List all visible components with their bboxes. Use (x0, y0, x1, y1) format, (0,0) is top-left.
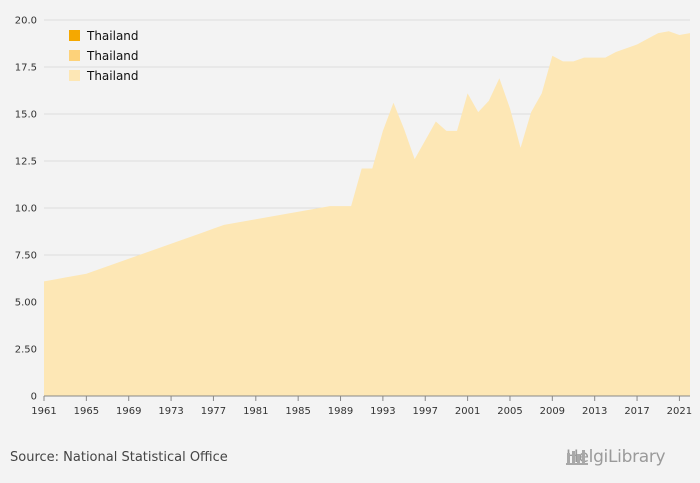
x-tick-label: 1981 (243, 406, 268, 417)
x-tick-label: 1973 (158, 406, 183, 417)
x-tick-label: 1965 (74, 406, 99, 417)
series-area-thailand (44, 31, 690, 397)
x-tick-label: 1989 (328, 406, 353, 417)
source-note: Source: National Statistical Office (10, 450, 228, 465)
x-tick-label: 1997 (413, 406, 438, 417)
y-tick-label: 10.0 (15, 204, 37, 215)
y-tick-label: 0 (31, 392, 37, 403)
x-tick-label: 2017 (624, 406, 649, 417)
y-tick-label: 20.0 (15, 16, 37, 27)
y-tick-label: 17.5 (15, 63, 37, 74)
legend-swatch (69, 50, 80, 61)
brand-logo: HelgiLibrary (566, 447, 666, 467)
x-tick-label: 1969 (116, 406, 141, 417)
legend-label: Thailand (86, 49, 139, 63)
x-tick-label: 1993 (370, 406, 395, 417)
legend-label: Thailand (86, 29, 139, 43)
x-tick-label: 1985 (285, 406, 310, 417)
y-tick-label: 12.5 (15, 157, 37, 168)
y-tick-label: 2.50 (15, 345, 37, 356)
x-tick-label: 2005 (497, 406, 522, 417)
y-tick-label: 15.0 (15, 110, 37, 121)
legend-label: Thailand (86, 69, 139, 83)
x-tick-label: 2021 (667, 406, 692, 417)
y-tick-label: 7.50 (15, 251, 37, 262)
brand-name: HelgiLibrary (566, 447, 666, 467)
x-tick-label: 2009 (540, 406, 565, 417)
library-icon (566, 450, 588, 465)
x-tick-label: 2013 (582, 406, 607, 417)
legend-swatch (69, 70, 80, 81)
y-tick-label: 5.00 (15, 298, 37, 309)
legend-swatch (69, 30, 80, 41)
x-tick-label: 1977 (201, 406, 226, 417)
x-tick-label: 1961 (31, 406, 56, 417)
x-tick-label: 2001 (455, 406, 480, 417)
